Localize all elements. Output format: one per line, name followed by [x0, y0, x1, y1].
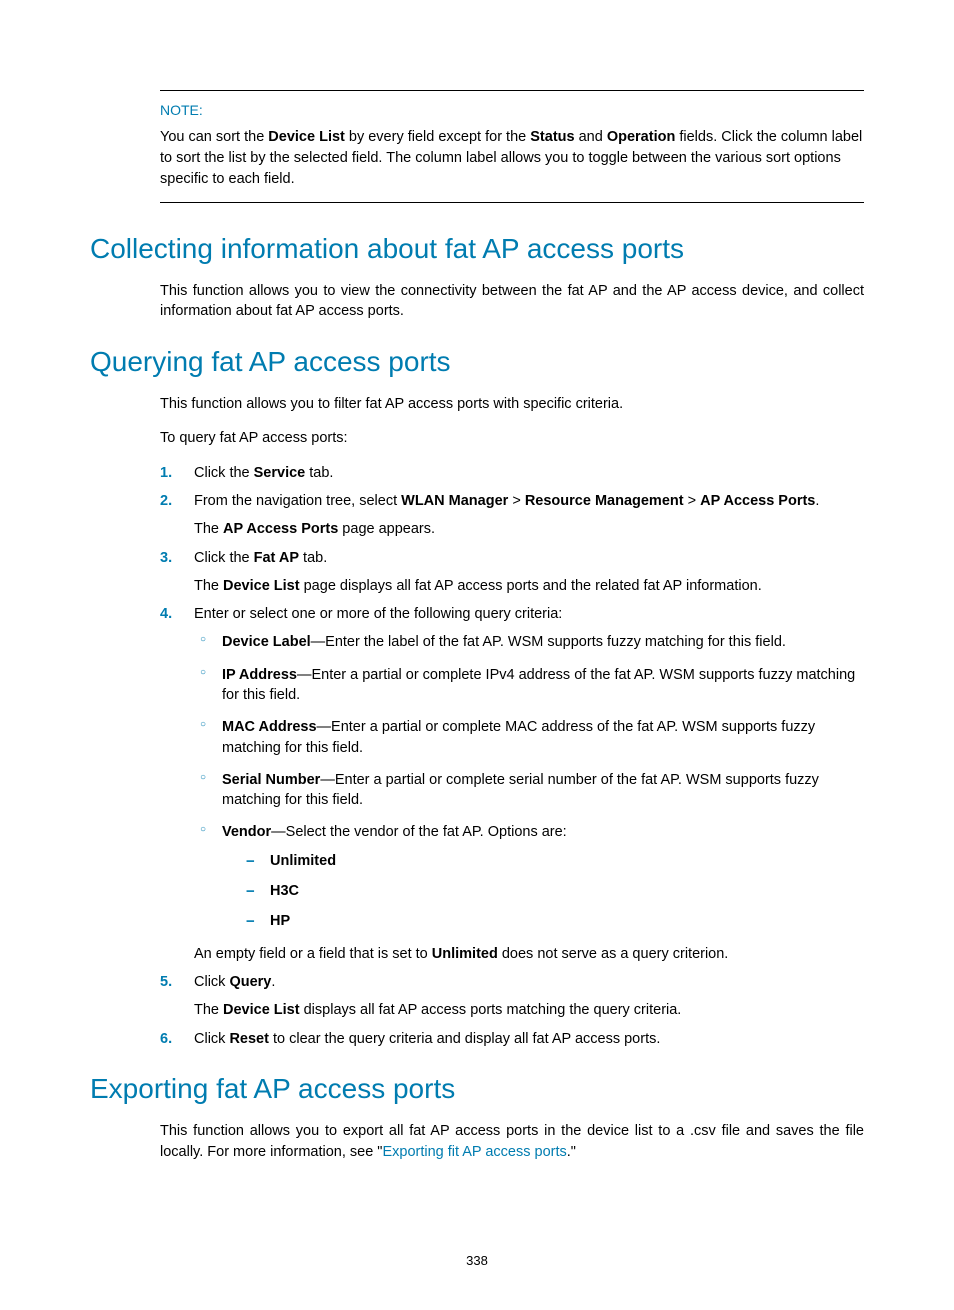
heading-exporting: Exporting fat AP access ports — [90, 1071, 864, 1107]
section-querying-body: This function allows you to filter fat A… — [160, 394, 864, 1049]
criteria-device-label: Device Label—Enter the label of the fat … — [194, 632, 864, 652]
vendor-h3c: H3C — [246, 881, 864, 901]
section-exporting-body: This function allows you to export all f… — [160, 1121, 864, 1162]
step-4-tail: An empty field or a field that is set to… — [194, 944, 864, 964]
note-box: NOTE: You can sort the Device List by ev… — [160, 90, 864, 203]
vendor-hp: HP — [246, 911, 864, 931]
criteria-mac-address: MAC Address—Enter a partial or complete … — [194, 717, 864, 758]
criteria-ip-address: IP Address—Enter a partial or complete I… — [194, 665, 864, 706]
step-3: Click the Fat AP tab. The Device List pa… — [160, 548, 864, 597]
step-2-sub: The AP Access Ports page appears. — [194, 519, 864, 539]
heading-querying: Querying fat AP access ports — [90, 344, 864, 380]
page-number: 338 — [90, 1252, 864, 1270]
collecting-intro: This function allows you to view the con… — [160, 281, 864, 322]
criteria-vendor: Vendor—Select the vendor of the fat AP. … — [194, 822, 864, 931]
querying-intro: This function allows you to filter fat A… — [160, 394, 864, 414]
note-text: You can sort the Device List by every fi… — [160, 127, 864, 190]
vendor-options: Unlimited H3C HP — [246, 851, 864, 932]
step-5-sub: The Device List displays all fat AP acce… — [194, 1000, 864, 1020]
vendor-unlimited: Unlimited — [246, 851, 864, 871]
section-collecting-body: This function allows you to view the con… — [160, 281, 864, 322]
step-6: Click Reset to clear the query criteria … — [160, 1029, 864, 1049]
note-label: NOTE: — [160, 101, 864, 121]
querying-lead: To query fat AP access ports: — [160, 428, 864, 448]
exporting-intro: This function allows you to export all f… — [160, 1121, 864, 1162]
step-4-criteria: Device Label—Enter the label of the fat … — [194, 632, 864, 931]
exporting-link[interactable]: Exporting fit AP access ports — [382, 1144, 566, 1160]
step-4: Enter or select one or more of the follo… — [160, 604, 864, 964]
step-5: Click Query. The Device List displays al… — [160, 972, 864, 1021]
criteria-serial-number: Serial Number—Enter a partial or complet… — [194, 770, 864, 811]
step-3-sub: The Device List page displays all fat AP… — [194, 576, 864, 596]
querying-steps: Click the Service tab. From the navigati… — [160, 463, 864, 1049]
heading-collecting: Collecting information about fat AP acce… — [90, 231, 864, 267]
step-1: Click the Service tab. — [160, 463, 864, 483]
step-2: From the navigation tree, select WLAN Ma… — [160, 491, 864, 540]
